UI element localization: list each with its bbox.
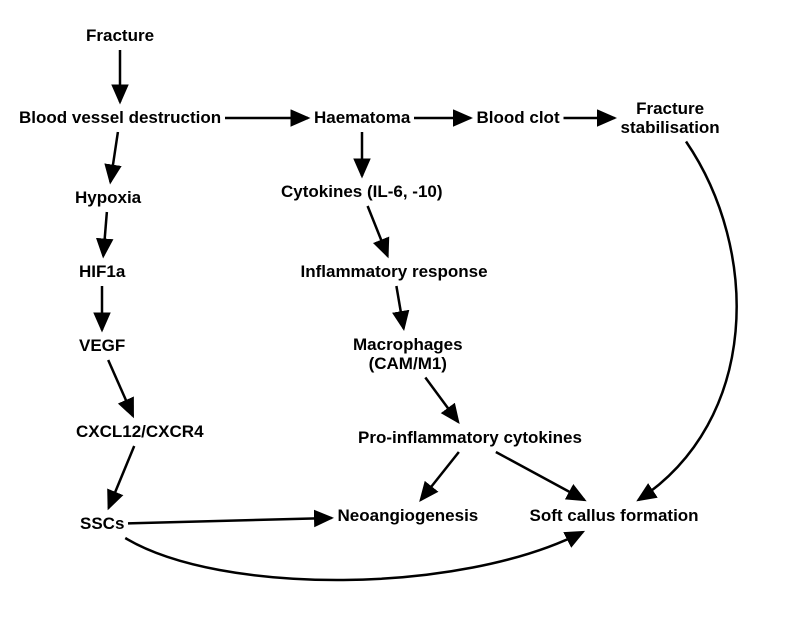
edge: [109, 446, 135, 508]
node-hypoxia: Hypoxia: [75, 188, 141, 208]
edge: [128, 518, 332, 523]
node-macro: Macrophages (CAM/M1): [353, 335, 463, 374]
node-procyt: Pro-inflammatory cytokines: [358, 428, 582, 448]
edge: [421, 452, 459, 500]
edge: [110, 132, 118, 182]
node-vegf: VEGF: [79, 336, 125, 356]
node-neo: Neoangiogenesis: [338, 506, 479, 526]
edge: [125, 532, 583, 580]
node-bloodclot: Blood clot: [477, 108, 560, 128]
edge: [103, 212, 107, 256]
node-cxcl: CXCL12/CXCR4: [76, 422, 204, 442]
node-fracture: Fracture: [86, 26, 154, 46]
fracture-healing-flowchart: Fracture Blood vessel destruction Haematom…: [0, 0, 790, 635]
edge: [496, 452, 585, 500]
node-cytokines: Cytokines (IL-6, -10): [281, 182, 443, 202]
edges-layer: [0, 0, 790, 635]
edge: [638, 142, 736, 501]
node-hif1a: HIF1a: [79, 262, 125, 282]
edge: [108, 360, 133, 416]
node-haematoma: Haematoma: [314, 108, 410, 128]
node-inflam: Inflammatory response: [301, 262, 488, 282]
node-sscs: SSCs: [80, 514, 124, 534]
node-fracstab: Fracture stabilisation: [621, 99, 720, 138]
edge: [368, 206, 388, 256]
edge: [396, 286, 403, 329]
node-bvd: Blood vessel destruction: [19, 108, 221, 128]
edge: [425, 378, 458, 423]
node-softcallus: Soft callus formation: [530, 506, 699, 526]
